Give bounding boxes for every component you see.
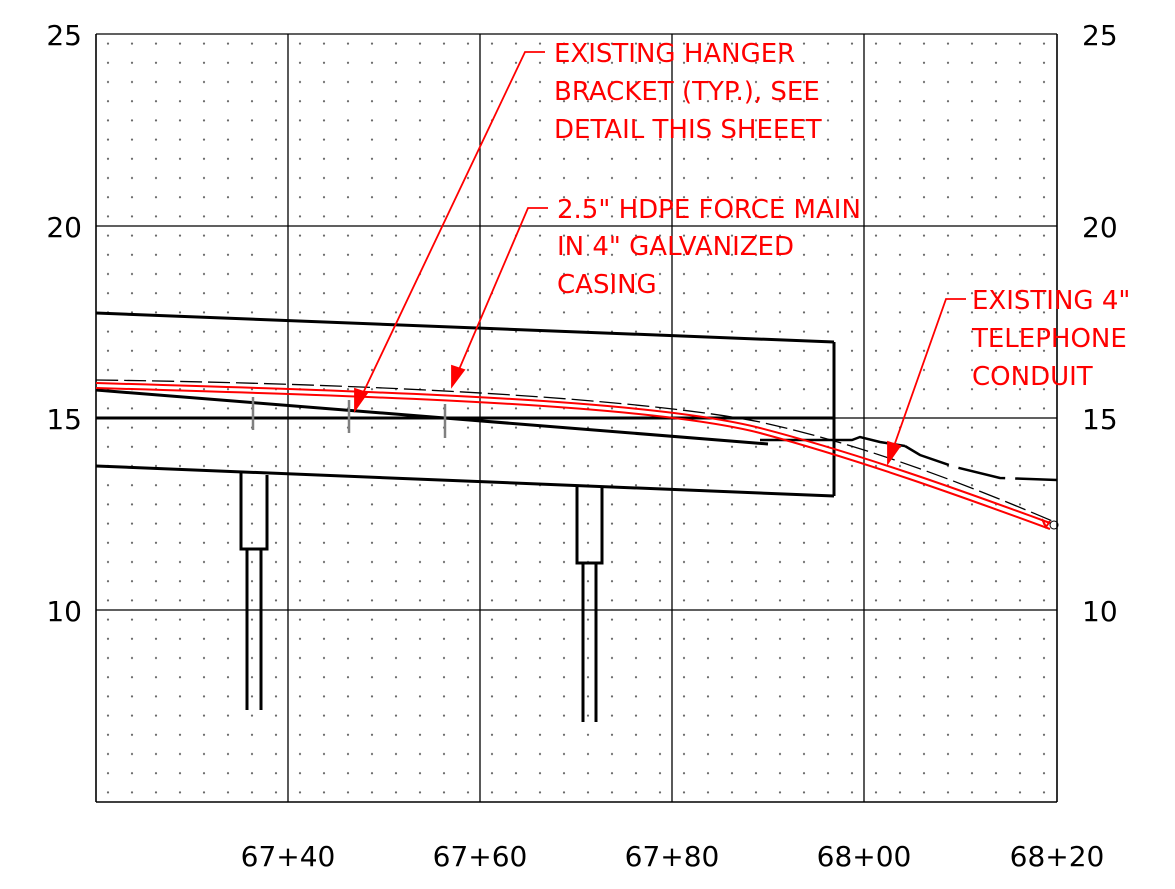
callout-line: CONDUIT [972, 362, 1093, 392]
callout-line: EXISTING HANGER [554, 39, 795, 69]
right-y-label: 20 [1082, 211, 1118, 244]
pier-cap-left [239, 472, 269, 551]
conduit-dashed-run [904, 444, 1058, 482]
callout-line: IN 4" GALVANIZED [557, 232, 794, 262]
hanger-brackets [251, 397, 447, 438]
left-axis-labels: 25 20 15 10 [46, 19, 82, 628]
leader-arrowhead [354, 387, 369, 413]
right-y-label: 25 [1082, 19, 1118, 52]
leader-hanger-bracket [354, 51, 545, 411]
pipe-end-mark [1041, 518, 1051, 529]
callout-line: EXISTING 4" [972, 286, 1130, 316]
callout-leaders [354, 51, 966, 466]
callout-line: CASING [557, 270, 657, 300]
x-label: 68+00 [817, 840, 912, 873]
leader-telephone-conduit [887, 298, 966, 464]
callout-force-main: 2.5" HDPE FORCE MAIN IN 4" GALVANIZED CA… [557, 195, 861, 300]
left-y-label: 15 [46, 403, 82, 436]
x-label: 67+60 [433, 840, 528, 873]
bridge-rail-top [95, 311, 835, 344]
callout-line: BRACKET (TYP.), SEE [554, 77, 820, 107]
x-label: 67+80 [625, 840, 720, 873]
force-main-pipe [95, 382, 1051, 530]
right-y-label: 10 [1082, 595, 1118, 628]
pipe-end-cap [1049, 520, 1059, 530]
leader-arrowhead [887, 440, 902, 466]
callout-line: DETAIL THIS SHEEET [554, 115, 822, 145]
callout-telephone-conduit: EXISTING 4" TELEPHONE CONDUIT [971, 286, 1130, 392]
bridge-deck-bottom [95, 464, 835, 498]
right-y-label: 15 [1082, 403, 1118, 436]
left-y-label: 10 [46, 595, 82, 628]
right-axis-labels: 25 20 15 10 [1082, 19, 1118, 628]
callout-hanger-bracket: EXISTING HANGER BRACKET (TYP.), SEE DETA… [554, 39, 822, 145]
bridge-structure [95, 311, 836, 722]
left-y-label: 25 [46, 19, 82, 52]
x-label: 68+20 [1010, 840, 1105, 873]
callout-line: 2.5" HDPE FORCE MAIN [557, 195, 861, 225]
x-label: 67+40 [241, 840, 336, 873]
pier-cap-right [575, 486, 604, 565]
bridge-slab-line [95, 388, 769, 446]
force-main-upper-edge [95, 382, 1051, 524]
force-main-lower-edge [95, 387, 1051, 530]
leader-force-main [451, 207, 548, 387]
left-y-label: 20 [46, 211, 82, 244]
existing-ground-dashed [95, 379, 1058, 524]
leader-arrowhead [451, 364, 466, 389]
callout-line: TELEPHONE [971, 324, 1127, 354]
x-axis-labels: 67+40 67+60 67+80 68+00 68+20 [241, 840, 1105, 873]
